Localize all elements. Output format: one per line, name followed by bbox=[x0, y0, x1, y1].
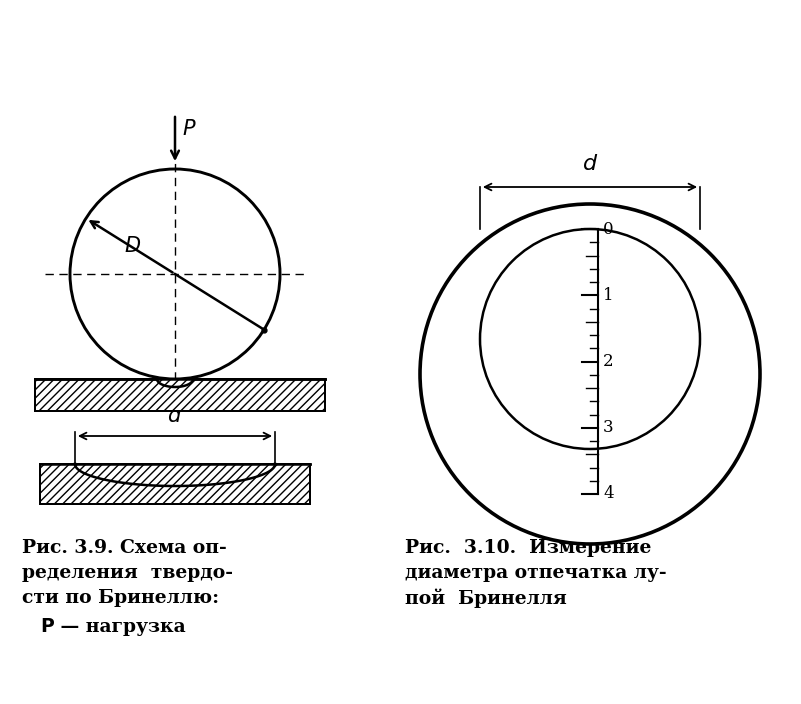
Text: диаметра отпечатка лу-: диаметра отпечатка лу- bbox=[405, 564, 666, 582]
Bar bbox=[35, 379, 325, 411]
Text: 4: 4 bbox=[603, 486, 614, 503]
Text: сти по Бринеллю:: сти по Бринеллю: bbox=[22, 589, 219, 607]
Text: 2: 2 bbox=[603, 353, 614, 370]
Text: — нагрузка: — нагрузка bbox=[54, 618, 186, 636]
Text: 1: 1 bbox=[603, 287, 614, 303]
Text: $\mathbf{P}$: $\mathbf{P}$ bbox=[40, 618, 55, 636]
Text: $d$: $d$ bbox=[167, 406, 183, 426]
Text: 3: 3 bbox=[603, 420, 614, 436]
Text: пой  Бринелля: пой Бринелля bbox=[405, 589, 567, 608]
Text: ределения  твердо-: ределения твердо- bbox=[22, 564, 233, 582]
Text: $d$: $d$ bbox=[582, 153, 598, 175]
Text: Рис. 3.9. Схема оп-: Рис. 3.9. Схема оп- bbox=[22, 539, 227, 557]
Bar bbox=[40, 464, 310, 504]
Text: $P$: $P$ bbox=[182, 119, 196, 139]
Text: Рис.  3.10.  Измерение: Рис. 3.10. Измерение bbox=[405, 539, 651, 557]
Bar bbox=[35, 378, 325, 411]
Bar bbox=[40, 464, 310, 504]
Text: $D$: $D$ bbox=[124, 236, 142, 256]
Text: 0: 0 bbox=[603, 220, 614, 237]
